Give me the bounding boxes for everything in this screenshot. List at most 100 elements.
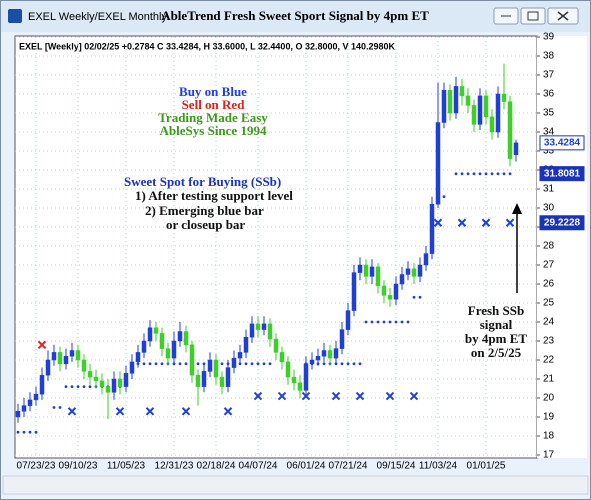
annotation: Sell on Red xyxy=(182,97,246,112)
support-dot xyxy=(322,362,326,366)
y-tick-label: 38 xyxy=(543,51,555,62)
y-tick-label: 21 xyxy=(543,374,555,385)
x-tick-label: 09/15/24 xyxy=(377,461,416,472)
candle-body xyxy=(243,336,249,353)
y-tick-label: 31 xyxy=(543,184,555,195)
support-dot xyxy=(160,362,164,366)
support-dot xyxy=(406,320,410,324)
support-dot xyxy=(400,320,404,324)
plot-area xyxy=(14,35,538,459)
candle-body xyxy=(483,95,489,118)
x-tick-label: 02/18/24 xyxy=(197,461,236,472)
y-tick-label: 30 xyxy=(543,203,555,214)
maximize-button[interactable] xyxy=(520,7,546,25)
candle-body xyxy=(351,272,357,311)
candle-body xyxy=(225,367,231,387)
candle-body xyxy=(153,327,159,334)
price-tag-label: 31.8081 xyxy=(544,168,581,179)
support-dot xyxy=(244,362,248,366)
candle-body xyxy=(279,352,285,363)
x-tick-label: 07/23/23 xyxy=(17,461,56,472)
candle-body xyxy=(363,264,369,277)
support-dot xyxy=(148,362,152,366)
support-dot xyxy=(412,295,416,299)
candle-body xyxy=(291,376,297,384)
support-dot xyxy=(22,430,26,434)
buy-mark xyxy=(223,407,233,416)
candle-body xyxy=(159,333,165,349)
support-dot xyxy=(472,172,476,176)
candle-body xyxy=(417,264,423,277)
support-dot xyxy=(52,406,56,409)
support-dot xyxy=(16,430,20,434)
support-dot xyxy=(196,362,200,366)
candle-body xyxy=(315,355,321,361)
y-tick-label: 34 xyxy=(543,127,555,138)
candle-body xyxy=(345,310,351,330)
candle-body xyxy=(285,361,291,378)
candle-body xyxy=(267,323,273,340)
candle-body xyxy=(369,266,375,277)
maximize-icon xyxy=(527,11,539,21)
candle-body xyxy=(501,93,507,102)
candle-body xyxy=(165,348,171,359)
candle-body xyxy=(117,378,123,387)
candle-body xyxy=(201,371,207,387)
candle-body xyxy=(51,352,57,361)
y-tick-label: 25 xyxy=(543,298,555,309)
price-tag xyxy=(539,166,585,182)
candle-body xyxy=(459,86,465,97)
candle-body xyxy=(147,327,153,342)
sell-mark xyxy=(37,340,47,350)
candle-body xyxy=(489,116,495,133)
support-dot xyxy=(268,362,272,366)
support-dot xyxy=(184,362,188,366)
x-tick-label: 11/05/23 xyxy=(107,461,146,472)
support-dot xyxy=(154,362,158,366)
support-dot xyxy=(178,362,182,366)
candle-body xyxy=(189,344,195,376)
support-dot xyxy=(454,172,458,176)
candle-body xyxy=(423,253,429,266)
candle-body xyxy=(123,373,129,387)
candle-body xyxy=(405,268,411,275)
support-dot xyxy=(220,362,224,366)
support-dot xyxy=(76,385,80,388)
candle-body xyxy=(249,323,255,338)
candle-body xyxy=(33,393,39,401)
candle-body xyxy=(465,95,471,106)
x-tick-label: 12/31/23 xyxy=(155,461,194,472)
candle-body xyxy=(327,350,333,359)
candle-body xyxy=(219,376,225,387)
candle-body xyxy=(27,399,33,406)
x-tick-label: 06/01/24 xyxy=(287,461,326,472)
candle-body xyxy=(81,359,87,372)
scrollbar[interactable] xyxy=(2,475,589,495)
candle-body xyxy=(357,264,363,273)
buy-mark xyxy=(277,391,287,401)
y-tick-label: 39 xyxy=(543,32,555,43)
candle-body xyxy=(399,274,405,285)
buy-mark xyxy=(505,218,515,227)
candle-body xyxy=(195,374,201,387)
x-tick-label: 07/21/24 xyxy=(329,461,368,472)
support-dot xyxy=(364,320,368,324)
x-tick-label: 11/03/24 xyxy=(419,461,458,472)
annotation: Buy on Blue xyxy=(179,84,247,99)
support-dot xyxy=(460,172,464,176)
support-dot xyxy=(376,320,380,324)
candle-body xyxy=(177,331,183,342)
support-dot xyxy=(142,362,146,366)
annotation: by 4pm ET xyxy=(465,331,527,346)
buy-mark xyxy=(115,407,125,416)
candle-body xyxy=(45,359,51,376)
candle-body xyxy=(393,283,399,300)
price-tag-label: 33.4284 xyxy=(544,138,581,149)
candle-body xyxy=(507,101,513,159)
support-dot xyxy=(346,362,350,366)
candle-body xyxy=(87,371,93,378)
annotation: Sweet Spot for Buying (SSb) xyxy=(124,174,281,189)
buy-mark xyxy=(67,407,77,416)
support-dot xyxy=(382,320,386,324)
annotation: Fresh SSb xyxy=(468,303,524,318)
